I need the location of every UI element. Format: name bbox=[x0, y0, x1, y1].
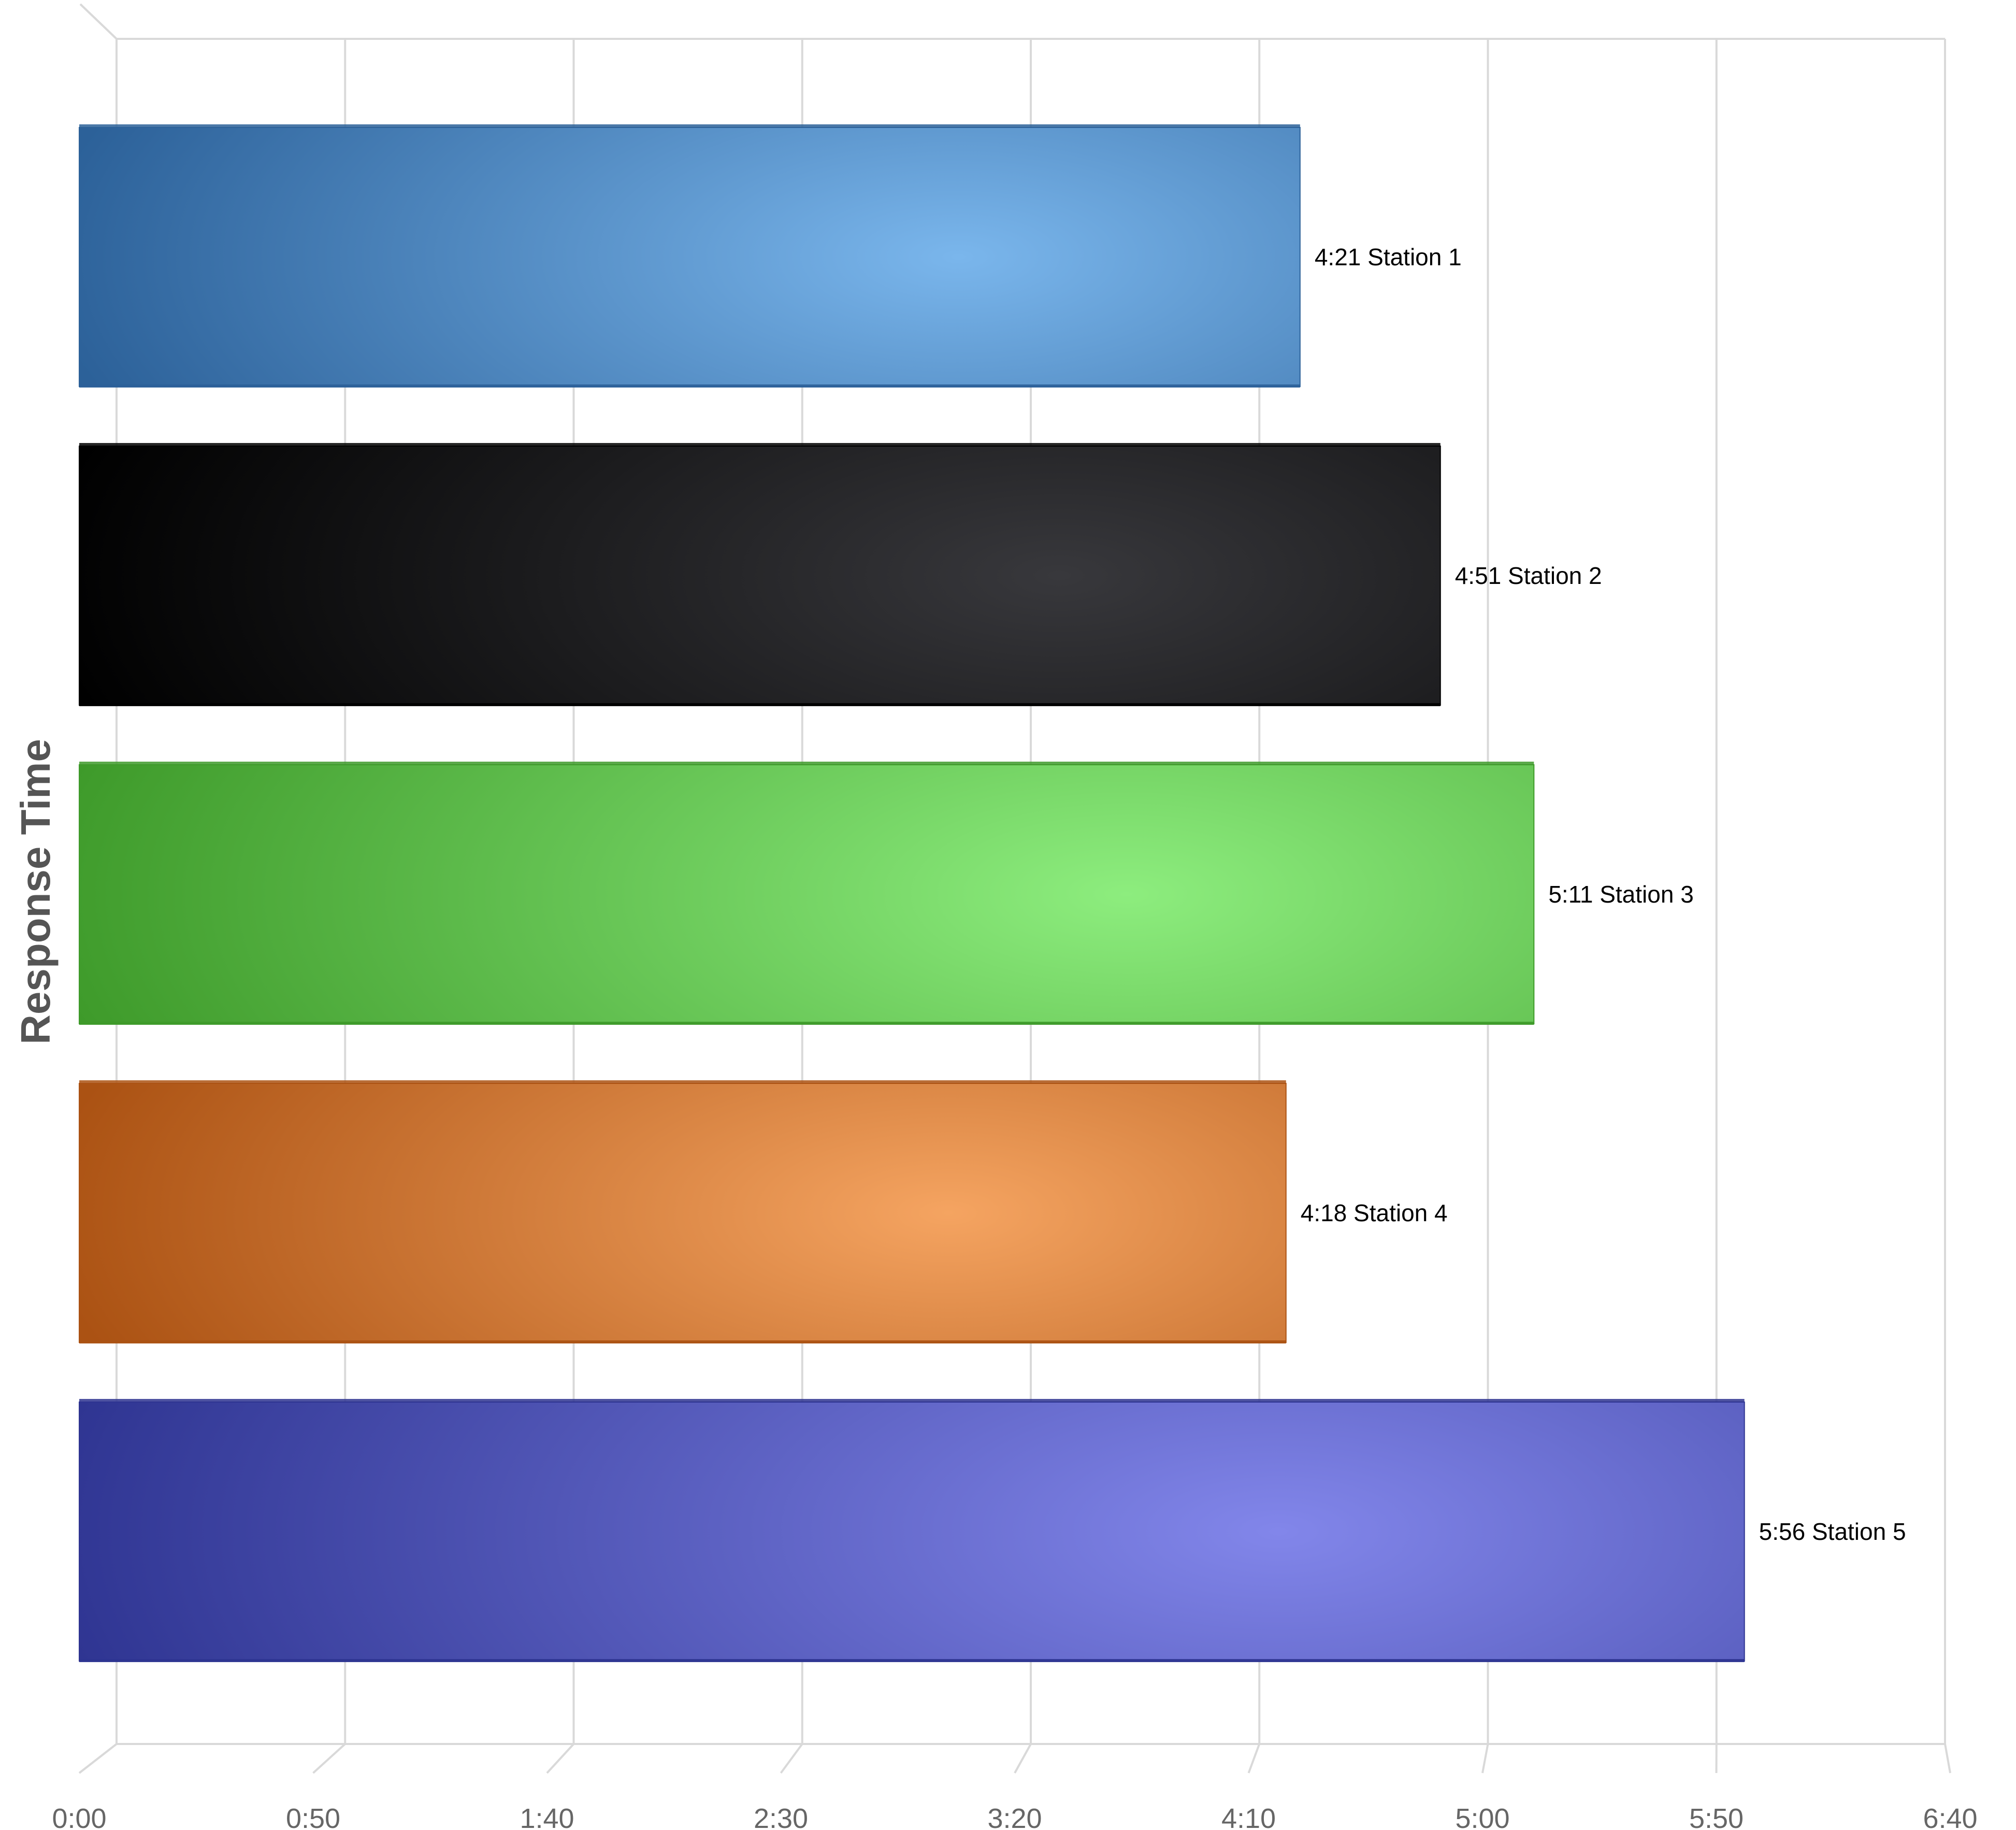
bar-station-2 bbox=[79, 446, 1441, 706]
floor-depth-line bbox=[1944, 1743, 1951, 1774]
bar-station-5 bbox=[79, 1402, 1745, 1662]
floor-depth-line bbox=[312, 1743, 346, 1774]
floor-depth-line bbox=[780, 1743, 803, 1774]
bar-station-1 bbox=[79, 127, 1301, 387]
bar-data-label: 5:11 Station 3 bbox=[1548, 881, 1693, 908]
floor-depth-line bbox=[1481, 1743, 1489, 1774]
bar-data-label: 4:18 Station 4 bbox=[1301, 1199, 1448, 1226]
bar-data-label: 5:56 Station 5 bbox=[1759, 1518, 1906, 1545]
data-labels: 4:21 Station 1 4:51 Station 2 5:11 Station… bbox=[1301, 244, 1906, 1545]
x-tick-label: 5:00 bbox=[1455, 1803, 1509, 1830]
x-tick-label: 3:20 bbox=[987, 1803, 1042, 1830]
bar-top-face bbox=[79, 443, 1441, 447]
bar-top-face bbox=[79, 124, 1300, 128]
x-tick-label: 0:50 bbox=[286, 1803, 340, 1830]
y-axis-title: Response Time bbox=[12, 739, 59, 1045]
bar-data-label: 4:21 Station 1 bbox=[1315, 244, 1462, 270]
floor-depth-line bbox=[1247, 1743, 1261, 1774]
floor-depth-line bbox=[78, 1743, 118, 1774]
x-tick-label: 1:40 bbox=[520, 1803, 574, 1830]
wall-left-depth-edge bbox=[79, 3, 118, 40]
bar-bottom-face bbox=[79, 1659, 1745, 1662]
floor-depth-line bbox=[546, 1743, 574, 1774]
floor-depth-line bbox=[1014, 1743, 1032, 1774]
x-tick-label: 6:40 bbox=[1923, 1803, 1977, 1830]
bar-data-label: 4:51 Station 2 bbox=[1455, 562, 1602, 589]
bars bbox=[79, 124, 1745, 1662]
bar-bottom-face bbox=[79, 1022, 1534, 1025]
bar-bottom-face bbox=[79, 1340, 1286, 1343]
bar-station-4 bbox=[79, 1083, 1287, 1343]
x-tick-label: 5:50 bbox=[1689, 1803, 1744, 1830]
bar-bottom-face bbox=[79, 384, 1300, 388]
x-tick-label: 4:10 bbox=[1221, 1803, 1276, 1830]
x-tick-label: 2:30 bbox=[754, 1803, 808, 1830]
bar-top-face bbox=[79, 762, 1534, 766]
bar-top-face bbox=[79, 1080, 1286, 1084]
bar-bottom-face bbox=[79, 703, 1441, 706]
bar-top-face bbox=[79, 1399, 1745, 1403]
x-axis-ticks: 0:00 0:50 1:40 2:30 3:20 4:10 5:00 5:50 6:40 bbox=[52, 1803, 1977, 1830]
x-tick-label: 0:00 bbox=[52, 1803, 106, 1830]
bar-station-3 bbox=[79, 764, 1535, 1024]
